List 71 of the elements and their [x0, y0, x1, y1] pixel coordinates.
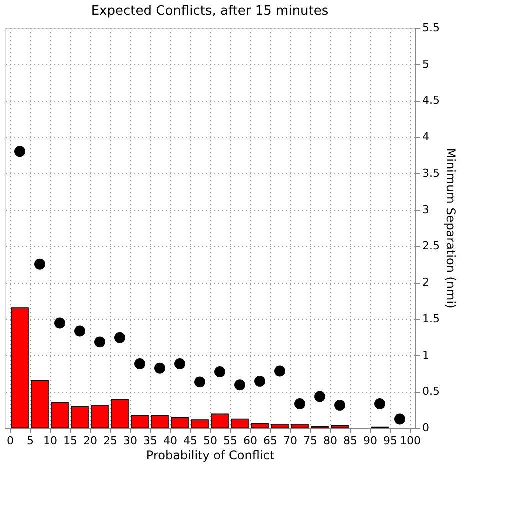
- y-tick-label: 4.5: [422, 94, 440, 108]
- x-axis-title: Probability of Conflict: [146, 448, 275, 462]
- point: [94, 336, 106, 348]
- bar: [271, 424, 289, 428]
- point: [314, 391, 326, 402]
- x-tick-label: 40: [164, 434, 178, 448]
- point: [194, 376, 206, 388]
- y-tick-label: 1.5: [422, 312, 440, 326]
- bar: [191, 420, 209, 428]
- bar: [11, 308, 29, 428]
- x-tick-label: 25: [104, 434, 118, 448]
- chart-title: Expected Conflicts, after 15 minutes: [91, 4, 329, 19]
- x-tick-label: 20: [84, 434, 98, 448]
- y-tick-label: 0.5: [422, 385, 440, 398]
- point: [154, 362, 166, 374]
- y-tick-label: 1: [422, 348, 430, 362]
- point: [34, 258, 46, 270]
- x-tick-label: 45: [184, 434, 198, 448]
- bar: [231, 418, 249, 428]
- bar: [71, 406, 89, 428]
- y-tick-label: 2: [422, 276, 430, 290]
- x-tick-label: 0: [7, 434, 14, 448]
- x-tick-label: 95: [384, 434, 398, 448]
- x-tick-label: 100: [400, 434, 421, 448]
- x-tick-label: 10: [44, 434, 58, 448]
- point: [134, 358, 146, 370]
- point: [374, 398, 386, 410]
- bar: [211, 414, 229, 428]
- x-tick-label: 70: [284, 434, 298, 448]
- y-tick-label: 5: [422, 58, 430, 71]
- bar: [31, 380, 49, 428]
- x-tick-label: 50: [204, 434, 218, 448]
- y-tick-label: 4: [422, 130, 430, 144]
- point: [234, 380, 246, 391]
- bar: [51, 402, 69, 428]
- y-tick-label: 0: [422, 422, 430, 434]
- point: [14, 146, 26, 158]
- bar: [251, 423, 269, 428]
- point: [294, 398, 306, 410]
- point: [74, 326, 86, 337]
- x-tick-label: 5: [27, 434, 34, 448]
- x-tick-label: 60: [244, 434, 258, 448]
- bar: [91, 405, 109, 428]
- bar: [111, 399, 129, 428]
- bar: [131, 415, 149, 428]
- bar: [291, 424, 309, 428]
- y-tick-label: 3: [422, 203, 430, 216]
- x-tick-label: 55: [224, 434, 238, 448]
- y-tick-label: 3.5: [422, 166, 440, 180]
- x-tick-label: 35: [144, 434, 158, 448]
- point: [214, 366, 226, 378]
- point: [174, 358, 186, 370]
- x-tick-label: 85: [344, 434, 358, 448]
- bar: [331, 425, 349, 428]
- x-tick-label: 75: [304, 434, 318, 448]
- y-axis-title: Minimum Separation (nmi): [444, 148, 458, 309]
- point: [394, 414, 406, 425]
- point: [274, 366, 286, 377]
- bar: [151, 415, 169, 428]
- bar: [171, 417, 189, 428]
- x-tick-label: 80: [324, 434, 338, 448]
- x-tick-label: 65: [264, 434, 278, 448]
- point: [254, 376, 266, 387]
- y-tick-label: 2.5: [422, 240, 440, 253]
- x-tick-label: 90: [364, 434, 378, 448]
- x-tick-label: 30: [124, 434, 138, 448]
- point: [334, 400, 346, 411]
- x-tick-label: 15: [64, 434, 78, 448]
- y-tick-label: 5.5: [422, 22, 440, 34]
- point: [54, 318, 66, 329]
- point: [114, 332, 126, 344]
